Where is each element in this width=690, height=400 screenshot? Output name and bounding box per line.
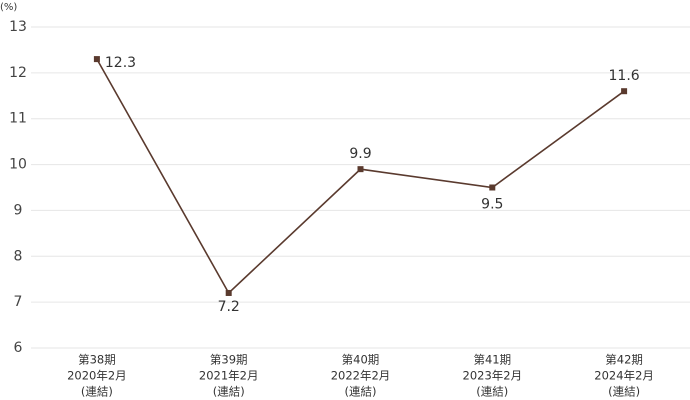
y-tick-label: 10 (9, 157, 27, 173)
value-label: 7.2 (218, 299, 240, 315)
x-tick-label: (連結) (345, 385, 377, 399)
y-tick-label: 11 (9, 111, 27, 127)
line (96, 58, 625, 295)
y-tick-label: 7 (14, 294, 23, 310)
x-tick-label: 第41期 (473, 353, 511, 367)
x-tick-label: 2021年2月 (199, 369, 259, 383)
marker (357, 166, 364, 173)
x-tick-label: (連結) (81, 385, 113, 399)
y-tick-label: 8 (14, 248, 23, 264)
x-tick-label: (連結) (476, 385, 508, 399)
x-tick-label: 2022年2月 (331, 369, 391, 383)
value-label: 11.6 (609, 68, 640, 84)
marker (225, 289, 232, 296)
y-tick-label: 9 (14, 202, 23, 218)
x-tick-label: 第38期 (78, 353, 116, 367)
x-tick-label: 第42期 (605, 353, 643, 367)
marker (489, 184, 496, 191)
y-unit: (%) (0, 2, 17, 13)
x-tick-label: 第39期 (210, 353, 248, 367)
x-tick-label: 2023年2月 (463, 369, 523, 383)
value-label: 9.5 (481, 197, 503, 213)
y-tick-label: 12 (9, 65, 27, 81)
y-tick-label: 13 (9, 19, 27, 35)
x-tick-label: (連結) (608, 385, 640, 399)
value-label: 9.9 (349, 146, 371, 162)
x-tick-label: 第40期 (342, 353, 380, 367)
x-tick-label: 2024年2月 (594, 369, 654, 383)
marker (93, 56, 100, 63)
x-tick-label: (連結) (213, 385, 245, 399)
y-tick-label: 6 (14, 340, 23, 356)
value-label: 12.3 (105, 55, 136, 71)
marker (621, 88, 628, 95)
x-tick-label: 2020年2月 (67, 369, 127, 383)
